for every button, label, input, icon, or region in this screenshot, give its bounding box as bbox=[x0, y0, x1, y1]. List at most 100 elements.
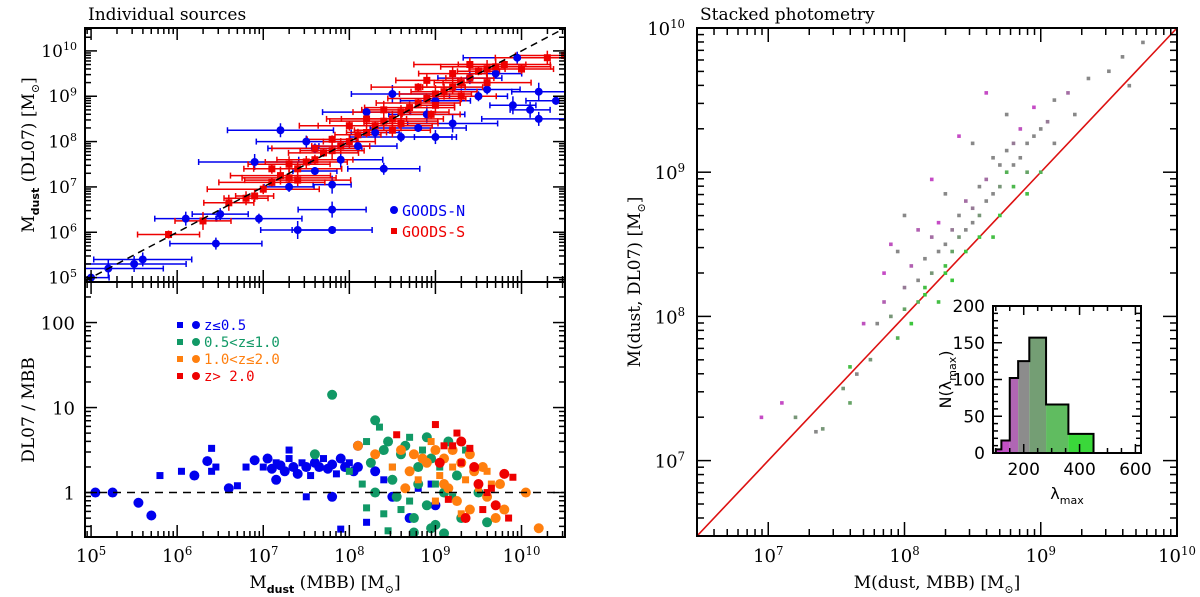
data-point-goods-s bbox=[311, 144, 319, 152]
data-point-goods-s bbox=[345, 138, 353, 146]
data-point bbox=[483, 467, 491, 475]
legend-label-goods-s: GOODS-S bbox=[402, 223, 465, 241]
data-point bbox=[391, 491, 402, 502]
data-point bbox=[882, 300, 886, 304]
data-point bbox=[902, 307, 907, 311]
data-point bbox=[943, 264, 948, 268]
data-point bbox=[473, 479, 484, 490]
data-point-goods-s bbox=[380, 117, 388, 125]
data-point bbox=[404, 466, 415, 477]
data-point bbox=[393, 431, 401, 439]
data-point-goods-s bbox=[276, 172, 284, 180]
data-point-goods-s bbox=[388, 126, 396, 134]
data-point bbox=[1032, 134, 1036, 138]
y-tick-label: 107 bbox=[48, 176, 77, 198]
data-point-goods-s bbox=[431, 101, 439, 109]
data-point bbox=[916, 228, 920, 232]
data-point bbox=[895, 249, 900, 254]
data-point bbox=[208, 467, 216, 475]
data-point bbox=[400, 483, 411, 494]
data-point-goods-n bbox=[414, 123, 423, 132]
data-point bbox=[861, 321, 866, 326]
data-point bbox=[916, 278, 920, 283]
y-tick-label: 106 bbox=[48, 221, 77, 243]
panel-top-left: 105 106 107 108 109 1010 GOODS-N GOODS-S bbox=[41, 27, 566, 289]
x-tick-label: 106 bbox=[162, 544, 192, 567]
data-point bbox=[964, 228, 968, 232]
data-point bbox=[307, 472, 315, 480]
data-point bbox=[943, 271, 948, 275]
inset-x-tick-label: 200 bbox=[1007, 460, 1039, 480]
data-point bbox=[1038, 170, 1043, 175]
xlabel-right: M(dust, MBB) [M⊙] bbox=[854, 573, 1021, 596]
data-point bbox=[902, 213, 907, 218]
data-point bbox=[427, 480, 435, 488]
data-point-goods-n bbox=[285, 182, 294, 191]
data-point bbox=[387, 474, 398, 485]
data-point bbox=[332, 470, 340, 478]
data-point bbox=[950, 278, 954, 283]
data-point-goods-n bbox=[534, 114, 543, 123]
data-point bbox=[358, 480, 366, 488]
data-point-goods-s bbox=[268, 178, 276, 186]
inset-y-tick-label: 150 bbox=[953, 334, 985, 354]
data-point bbox=[1052, 98, 1057, 102]
data-point bbox=[431, 421, 439, 429]
data-point bbox=[929, 235, 934, 239]
data-point bbox=[212, 463, 220, 471]
data-point bbox=[397, 506, 405, 514]
data-point bbox=[460, 513, 471, 524]
legend-marker-circle bbox=[192, 321, 200, 329]
data-point bbox=[298, 459, 306, 467]
data-point-goods-s bbox=[354, 131, 362, 139]
data-point-goods-s bbox=[294, 176, 302, 184]
ylabel-top: Mdust (DL07) [M⊙] bbox=[19, 77, 42, 232]
data-point bbox=[1120, 55, 1125, 59]
x-tick-label: 108 bbox=[889, 544, 919, 567]
data-point bbox=[417, 453, 428, 464]
data-point bbox=[177, 467, 185, 475]
data-point bbox=[378, 445, 389, 456]
svg-text:N(λmax): N(λmax) bbox=[936, 351, 959, 409]
data-point bbox=[202, 456, 213, 467]
y-tick-label: 1010 bbox=[647, 17, 685, 40]
data-point bbox=[327, 389, 338, 400]
data-point bbox=[345, 467, 353, 475]
legend-label-goods-n: GOODS-N bbox=[402, 202, 465, 220]
data-point-goods-s bbox=[285, 174, 293, 182]
data-point bbox=[991, 155, 995, 160]
data-point bbox=[419, 446, 427, 454]
data-point bbox=[434, 457, 445, 468]
data-point bbox=[936, 300, 941, 304]
y-tick-label: 108 bbox=[655, 305, 685, 328]
data-point bbox=[970, 206, 975, 211]
data-point bbox=[383, 436, 394, 447]
data-point-goods-s bbox=[431, 90, 439, 98]
data-point bbox=[780, 401, 784, 405]
data-point bbox=[875, 321, 880, 326]
data-point bbox=[370, 449, 381, 460]
data-point bbox=[977, 213, 982, 218]
data-point bbox=[998, 163, 1002, 167]
data-point bbox=[533, 523, 544, 534]
data-point bbox=[464, 504, 475, 515]
legend-label: z> 2.0 bbox=[204, 369, 255, 385]
data-point bbox=[1011, 184, 1016, 189]
data-point bbox=[449, 493, 457, 501]
data-point bbox=[964, 249, 968, 254]
data-point-goods-n bbox=[310, 167, 319, 176]
data-point bbox=[370, 415, 381, 426]
ylabel-right: M(dust, DL07) [M⊙] bbox=[625, 197, 648, 368]
inset-x-tick-label: 400 bbox=[1063, 460, 1095, 480]
y-tick-label: 1 bbox=[64, 484, 75, 505]
data-point-goods-s bbox=[199, 217, 207, 225]
data-point bbox=[943, 192, 948, 196]
data-point bbox=[882, 271, 886, 275]
data-point bbox=[363, 504, 371, 512]
data-point bbox=[964, 199, 968, 203]
histogram-bar bbox=[995, 449, 1002, 453]
data-point bbox=[436, 472, 444, 480]
legend-marker-square bbox=[177, 339, 183, 345]
data-point bbox=[1045, 119, 1050, 124]
